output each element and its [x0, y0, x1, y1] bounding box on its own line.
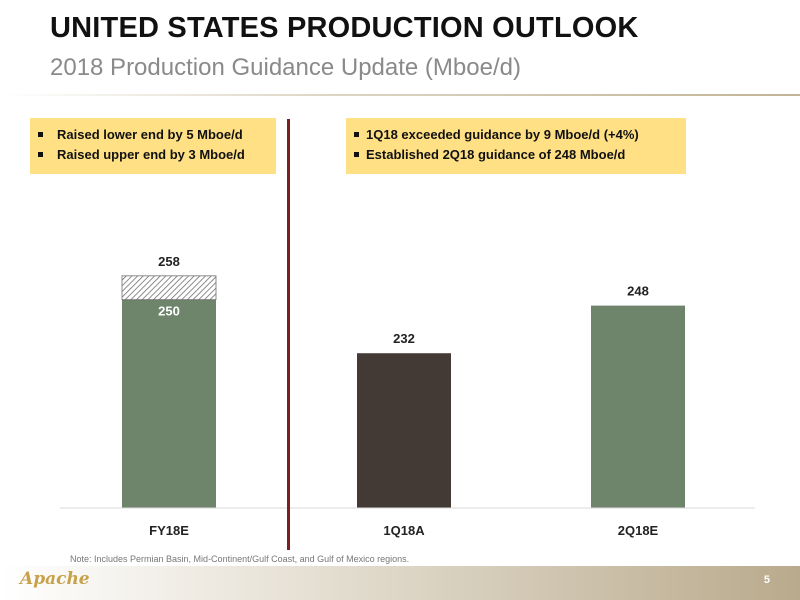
- footnote: Note: Includes Permian Basin, Mid-Contin…: [70, 554, 410, 564]
- callout-item: 1Q18 exceeded guidance by 9 Mboe/d (+4%): [354, 124, 686, 144]
- page-number: 5: [763, 574, 770, 586]
- bar-fy18e: [122, 299, 216, 508]
- callout-item: Established 2Q18 guidance of 248 Mboe/d: [354, 144, 686, 164]
- range-high-label: 258: [158, 254, 180, 269]
- value-label: 232: [393, 331, 415, 346]
- value-label: 248: [627, 284, 649, 299]
- section-divider: [287, 119, 290, 550]
- apache-logo: Apache: [20, 569, 90, 589]
- category-label: 1Q18A: [383, 523, 425, 538]
- category-label: 2Q18E: [618, 523, 659, 538]
- page-title: UNITED STATES PRODUCTION OUTLOOK: [50, 12, 639, 44]
- bullet-icon: [38, 131, 43, 137]
- callout-text: Established 2Q18 guidance of 248 Mboe/d: [366, 146, 626, 162]
- callout-item: Raised lower end by 5 Mboe/d: [38, 124, 276, 144]
- bar-2q18e: [591, 305, 685, 508]
- guidance-range-hatch: [121, 275, 217, 301]
- category-label: FY18E: [149, 523, 189, 538]
- bullet-icon: [354, 131, 359, 137]
- value-label: 250: [158, 304, 180, 319]
- callout-quarterly: 1Q18 exceeded guidance by 9 Mboe/d (+4%)…: [346, 118, 686, 174]
- callout-text: Raised upper end by 3 Mboe/d: [57, 146, 245, 162]
- footer-bar: [0, 566, 800, 600]
- callout-fy18e: Raised lower end by 5 Mboe/d Raised uppe…: [30, 118, 276, 174]
- callout-text: 1Q18 exceeded guidance by 9 Mboe/d (+4%): [366, 126, 639, 142]
- header-rule: [0, 94, 800, 96]
- bullet-icon: [354, 151, 359, 157]
- callout-text: Raised lower end by 5 Mboe/d: [57, 126, 243, 142]
- page-subtitle: 2018 Production Guidance Update (Mboe/d): [50, 54, 521, 81]
- bullet-icon: [38, 151, 43, 157]
- bar-1q18a: [357, 353, 451, 508]
- callout-item: Raised upper end by 3 Mboe/d: [38, 144, 276, 164]
